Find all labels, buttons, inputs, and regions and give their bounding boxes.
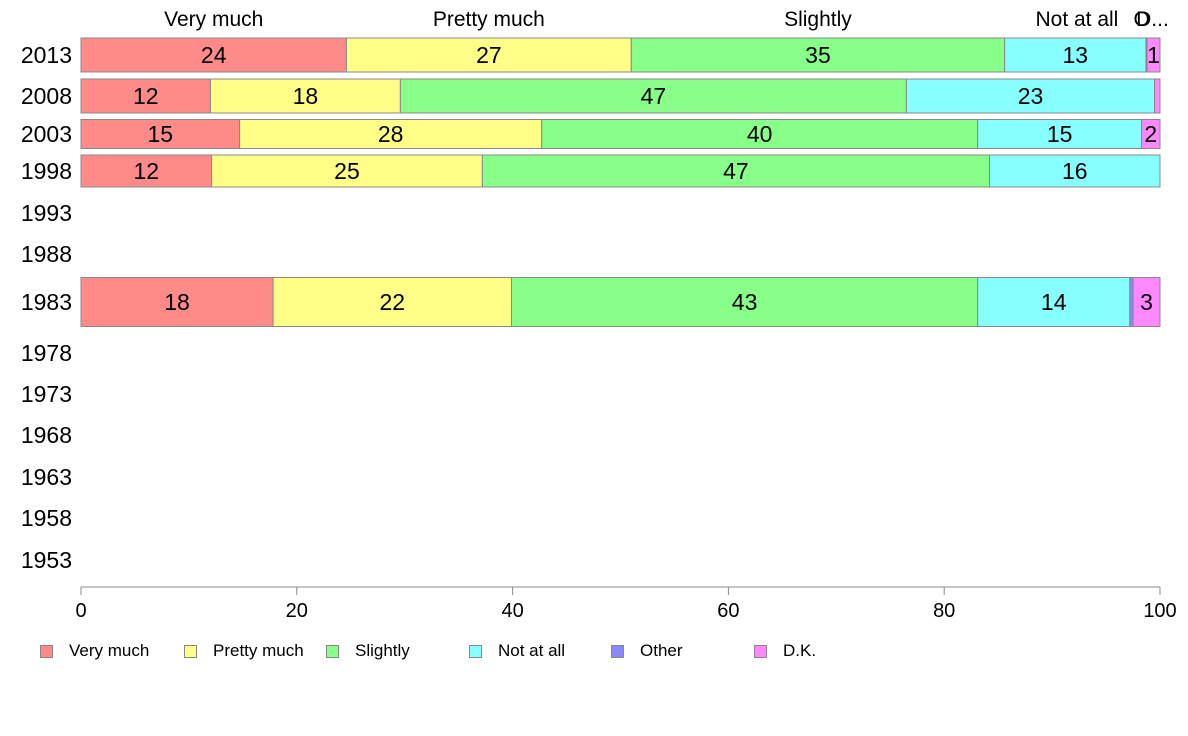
data-label: 1 [1147,42,1160,68]
y-tick-label: 1973 [21,381,72,407]
data-label: 2 [1144,121,1157,147]
legend-item: Not at all [469,640,565,662]
data-label: 24 [201,42,227,68]
legend-item: Slightly [326,640,410,662]
top-category-label: D... [1136,8,1169,31]
top-category-label: Slightly [784,8,852,31]
legend-item: Other [611,640,683,662]
data-label: 15 [1047,121,1073,147]
bar-segment [272,277,513,327]
data-label: 13 [1063,42,1089,68]
bar-segment [481,154,991,188]
data-label: 12 [133,83,159,109]
bar-segment [630,37,1006,73]
top-category-label: Very much [164,8,263,31]
y-tick-label: 1988 [21,241,72,267]
legend-item: Pretty much [184,640,304,662]
y-tick-label: 1978 [21,340,72,366]
y-tick-label: 1983 [21,289,72,315]
bar-segment [80,154,213,188]
bar-segment [239,119,543,149]
bar-segment [977,119,1143,149]
legend-swatch [611,644,624,658]
bar-segment [511,277,979,327]
bar-segment [1154,78,1161,114]
legend-label: Other [640,641,683,660]
x-tick-label: 80 [933,600,955,622]
legend-label: Slightly [355,641,410,660]
bar-segment [211,154,483,188]
bar-segment [541,119,979,149]
data-label: 12 [133,158,159,184]
data-label: 18 [164,289,190,315]
legend-swatch [184,644,197,658]
y-tick-label: 1958 [21,505,72,531]
bar-segment [345,37,632,73]
y-tick-label: 1968 [21,422,72,448]
legend-swatch [469,644,482,658]
data-label: 16 [1062,158,1088,184]
bar-segment [1146,37,1161,73]
data-label: 22 [379,289,405,315]
legend-swatch [40,644,53,658]
legend-label: D.K. [783,641,817,660]
y-tick-label: 1963 [21,464,72,490]
data-label: 40 [747,121,773,147]
legend-swatch [754,644,767,658]
data-label: 43 [732,289,758,315]
data-label: 15 [148,121,174,147]
bar-segment [80,277,274,327]
legend: Very much Pretty much Slightly Not at all Ot… [40,640,940,662]
bar-segment [399,78,907,114]
data-label: 23 [1018,83,1044,109]
data-label: 18 [293,83,319,109]
x-tick-label: 40 [501,600,523,622]
bar-segment [989,154,1161,188]
y-tick-label: 2003 [21,121,72,147]
data-label: 47 [723,158,749,184]
bar-segment [209,78,401,114]
top-category-label: Pretty much [433,8,545,31]
bar-segment [1141,119,1161,149]
bar-segment [80,37,347,73]
y-tick-label: 2008 [21,83,72,109]
bar-segment [1132,277,1161,327]
y-tick-label: 1998 [21,158,72,184]
x-tick-label: 60 [717,600,739,622]
stacked-bar-chart: 2013200820031998199319881983197819731968… [21,8,1177,622]
x-tick-label: 20 [286,600,308,622]
y-tick-label: 2013 [21,42,72,68]
data-label: 47 [641,83,667,109]
data-label: 14 [1041,289,1067,315]
y-tick-label: 1993 [21,200,72,226]
legend-label: Very much [69,641,150,660]
data-label: 3 [1140,289,1153,315]
legend-item: D.K. [754,640,816,662]
bar-segment [80,119,241,149]
legend-swatch [326,644,339,658]
legend-label: Not at all [498,641,566,660]
data-label: 35 [805,42,831,68]
data-label: 28 [378,121,404,147]
x-tick-label: 0 [75,600,86,622]
x-tick-label: 100 [1143,600,1176,622]
data-label: 27 [476,42,502,68]
bar-segment [905,78,1156,114]
legend-label: Pretty much [213,641,304,660]
legend-item: Very much [40,640,149,662]
y-tick-label: 1953 [21,547,72,573]
top-category-label: O [1133,8,1149,31]
data-label: 25 [334,158,360,184]
bar-segment [80,78,211,114]
top-category-label: Not at all [1035,8,1118,31]
